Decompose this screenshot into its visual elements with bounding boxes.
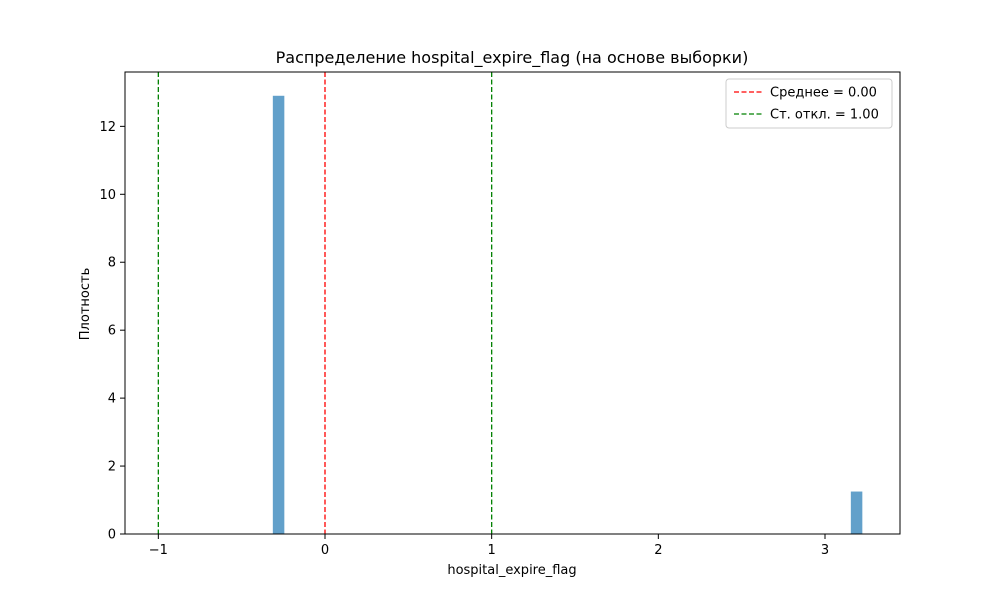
axes-frame	[124, 71, 901, 535]
x-axis-label: hospital_expire_flag	[447, 563, 576, 578]
y-tick-label: 6	[108, 324, 116, 339]
x-tick-label: 3	[821, 543, 829, 558]
legend-label: Ст. откл. = 1.00	[770, 108, 879, 123]
x-tick-label: 0	[321, 543, 329, 558]
legend-label: Среднее = 0.00	[770, 86, 877, 101]
y-tick-label: 12	[99, 120, 116, 135]
chart-title: Распределение hospital_expire_flag (на о…	[276, 48, 749, 68]
legend-box	[725, 78, 893, 129]
y-tick-label: 4	[108, 392, 116, 407]
x-tick-label: 1	[488, 543, 496, 558]
y-tick-label: 0	[108, 528, 116, 543]
histogram-bar	[272, 95, 285, 534]
y-tick-label: 8	[108, 256, 116, 271]
x-tick-label: 2	[654, 543, 662, 558]
y-tick-label: 2	[108, 460, 116, 475]
y-tick-label: 10	[99, 188, 116, 203]
x-tick-label: −1	[149, 543, 168, 558]
histogram-bar	[850, 491, 863, 534]
legend: Среднее = 0.00 Ст. откл. = 1.00	[725, 78, 893, 129]
y-axis-label: Плотность	[78, 268, 93, 340]
